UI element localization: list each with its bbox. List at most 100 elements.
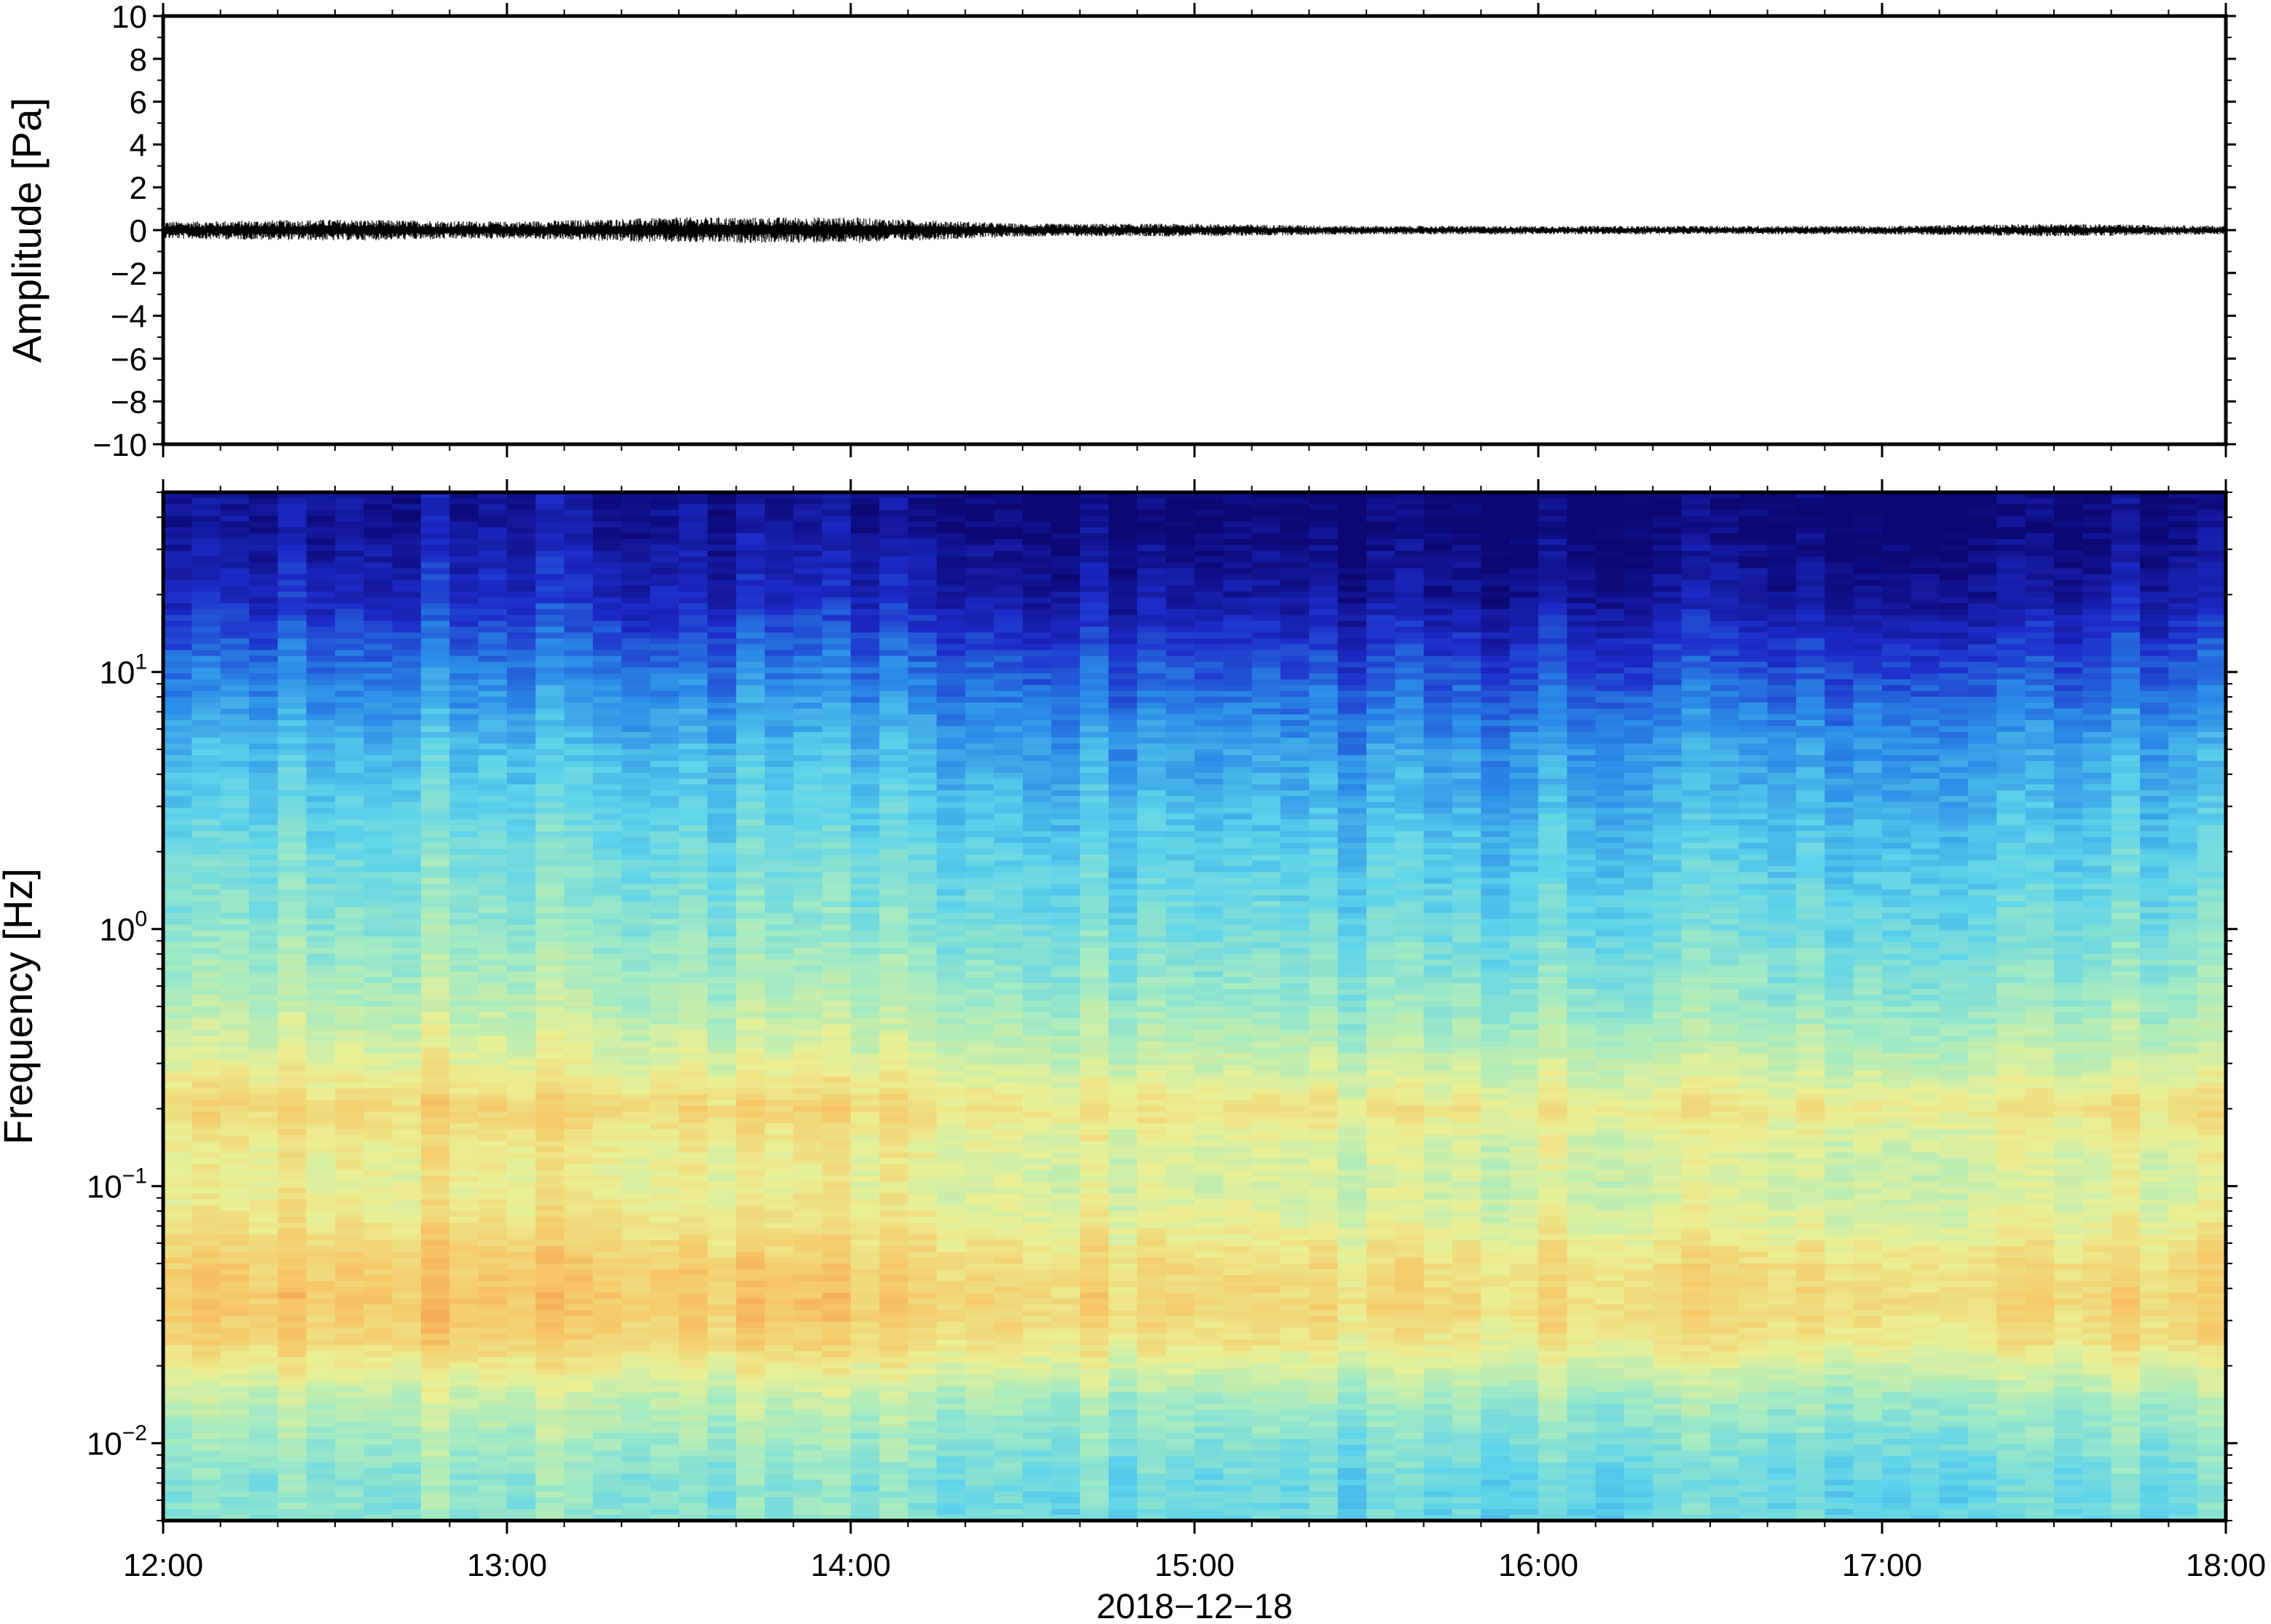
spectrogram-cell (392, 1322, 422, 1329)
spectrogram-cell (478, 1269, 508, 1276)
spectrogram-cell (392, 1210, 422, 1218)
spectrogram-cell (507, 620, 537, 628)
spectrogram-cell (621, 568, 651, 575)
spectrogram-cell (363, 1368, 393, 1376)
spectrogram-cell (249, 492, 279, 499)
spectrogram-cell (851, 556, 881, 564)
spectrogram-cell (650, 767, 680, 773)
spectrogram-cell (363, 702, 393, 709)
spectrogram-cell (163, 737, 193, 744)
spectrogram-cell (507, 1298, 537, 1305)
spectrogram-cell (564, 808, 594, 815)
spectrogram-cell (736, 1257, 765, 1264)
spectrogram-cell (822, 761, 851, 768)
spectrogram-cell (593, 498, 623, 505)
spectrogram-cell (679, 1257, 709, 1264)
spectrogram-cell (650, 1245, 680, 1253)
spectrogram-cell (220, 1333, 250, 1341)
spectrogram-cell (851, 1158, 881, 1165)
spectrogram-cell (679, 626, 709, 634)
spectrogram-cell (822, 679, 851, 686)
spectrogram-cell (220, 1467, 250, 1475)
spectrogram-cell (163, 1479, 193, 1486)
spectrogram-cell (163, 895, 193, 902)
spectrogram-cell (793, 907, 823, 914)
spectrogram-cell (535, 1234, 565, 1241)
spectrogram-cell (163, 773, 193, 779)
spectrogram-cell (736, 667, 765, 674)
spectrogram-cell (535, 510, 565, 516)
spectrogram-cell (449, 773, 479, 779)
spectrogram-cell (535, 1111, 565, 1119)
spectrogram-cell (163, 1310, 193, 1317)
spectrogram-cell (220, 1432, 250, 1440)
spectrogram-cell (478, 901, 508, 908)
spectrogram-cell (564, 1082, 594, 1089)
spectrogram-cell (564, 784, 594, 791)
spectrogram-cell (879, 1175, 909, 1183)
spectrogram-cell (679, 1392, 709, 1399)
spectrogram-cell (335, 737, 365, 744)
spectrogram-cell (306, 749, 336, 756)
spectrogram-cell (392, 1234, 422, 1241)
spectrogram-cell (908, 831, 937, 838)
spectrogram-cell (278, 796, 307, 803)
spectrogram-cell (650, 492, 680, 499)
spectrogram-cell (306, 790, 336, 797)
spectrogram-cell (163, 1444, 193, 1451)
spectrogram-cell (765, 1100, 795, 1107)
spectrogram-cell (564, 965, 594, 972)
spectrogram-cell (793, 988, 823, 996)
spectrogram-cell (278, 521, 307, 528)
spectrogram-cell (478, 779, 508, 785)
spectrogram-cell (593, 1129, 623, 1136)
spectrogram-cell (220, 930, 250, 937)
spectrogram-cell (822, 878, 851, 885)
spectrogram-cell (793, 843, 823, 850)
spectrogram-cell (278, 1216, 307, 1223)
spectrogram-cell (392, 1135, 422, 1142)
spectrogram-cell (449, 1111, 479, 1119)
spectrogram-cell (879, 837, 909, 844)
spectrogram-cell (421, 1304, 451, 1311)
spectrogram-cell (249, 918, 279, 926)
spectrogram-cell (421, 878, 451, 885)
spectrogram-cell (278, 1175, 307, 1183)
spectrogram-cell (249, 1210, 279, 1218)
spectrogram-cell (765, 1345, 795, 1352)
spectrogram-cell (621, 1006, 651, 1013)
spectrogram-cell (449, 988, 479, 996)
spectrogram-cell (879, 504, 909, 511)
spectrogram-cell (335, 1386, 365, 1393)
spectrogram-cell (707, 609, 737, 616)
spectrogram-cell (879, 1053, 909, 1060)
spectrogram-cell (306, 1000, 336, 1007)
spectrogram-cell (392, 1502, 422, 1510)
spectrogram-cell (793, 650, 823, 657)
spectrogram-cell (564, 959, 594, 966)
spectrogram-cell (707, 1339, 737, 1347)
spectrogram-cell (707, 1462, 737, 1469)
spectrogram-cell (335, 638, 365, 645)
spectrogram-cell (621, 1339, 651, 1347)
spectrogram-cell (822, 808, 851, 815)
spectrogram-cell (937, 1030, 967, 1036)
spectrogram-cell (736, 982, 765, 990)
spectrogram-cell (278, 510, 307, 516)
spectrogram-cell (163, 843, 193, 850)
spectrogram-cell (908, 854, 937, 862)
spectrogram-cell (163, 953, 193, 961)
spectrogram-cell (564, 1047, 594, 1054)
spectrogram-cell (650, 1275, 680, 1282)
spectrogram-cell (765, 1140, 795, 1148)
spectrogram-cell (335, 1000, 365, 1007)
spectrogram-cell (621, 1275, 651, 1282)
spectrogram-cell (192, 1024, 221, 1030)
spectrogram-cell (851, 615, 881, 622)
spectrogram-cell (908, 1216, 937, 1223)
spectrogram-cell (507, 498, 537, 505)
spectrogram-cell (736, 1374, 765, 1381)
spectrogram-cell (421, 731, 451, 738)
spectrogram-cell (421, 1322, 451, 1329)
spectrogram-cell (363, 725, 393, 733)
